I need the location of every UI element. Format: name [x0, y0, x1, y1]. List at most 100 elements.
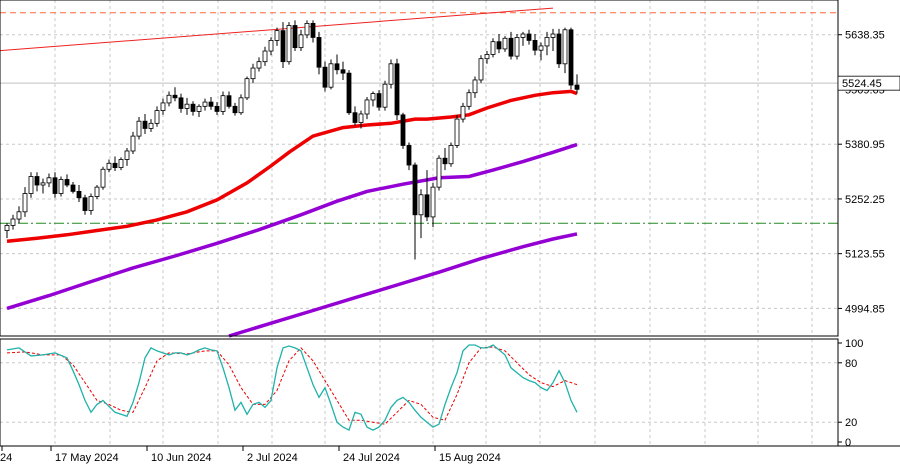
candle[interactable]	[352, 106, 358, 126]
candle[interactable]	[94, 185, 100, 200]
candle[interactable]	[184, 97, 190, 115]
candle[interactable]	[190, 101, 196, 116]
ma-fast-line[interactable]	[6, 89, 578, 243]
candle[interactable]	[334, 54, 340, 75]
candle[interactable]	[328, 59, 334, 90]
candle[interactable]	[532, 34, 538, 56]
candle[interactable]	[466, 89, 472, 110]
candle[interactable]	[400, 112, 406, 149]
ma-slow-line[interactable]	[6, 142, 578, 311]
candle[interactable]	[124, 148, 130, 166]
candle[interactable]	[268, 37, 274, 56]
candle[interactable]	[556, 28, 562, 69]
candle[interactable]	[496, 34, 502, 54]
candle[interactable]	[214, 102, 220, 115]
candle[interactable]	[574, 74, 580, 94]
candle[interactable]	[520, 31, 526, 46]
oscillator-axis[interactable]: 100 80 20 0	[838, 338, 863, 449]
time-axis[interactable]: 24 17 May 2024 10 Jun 2024 2 Jul 2024 24 Jul…	[0, 446, 501, 464]
candle[interactable]	[418, 189, 424, 239]
candle[interactable]	[568, 27, 574, 90]
candle[interactable]	[28, 172, 34, 198]
candle[interactable]	[34, 172, 40, 192]
candle[interactable]	[100, 166, 106, 190]
candle[interactable]	[274, 27, 280, 46]
candle[interactable]	[478, 55, 484, 83]
candle[interactable]	[244, 76, 250, 100]
candle[interactable]	[544, 31, 550, 56]
candle[interactable]	[412, 162, 418, 260]
candle[interactable]	[4, 223, 10, 239]
candle[interactable]	[238, 94, 244, 115]
candle[interactable]	[490, 38, 496, 58]
candle[interactable]	[394, 58, 400, 120]
candle[interactable]	[448, 142, 454, 167]
candle[interactable]	[340, 61, 346, 80]
candle[interactable]	[142, 113, 148, 134]
candle[interactable]	[508, 31, 514, 60]
candle[interactable]	[346, 70, 352, 115]
candle[interactable]	[514, 34, 520, 60]
candle[interactable]	[76, 185, 82, 203]
price-axis[interactable]: 5638.355380.955252.255123.554994.855509.…	[838, 30, 885, 316]
candle[interactable]	[154, 106, 160, 127]
candle[interactable]	[10, 214, 16, 230]
candle[interactable]	[70, 182, 76, 194]
candle[interactable]	[166, 91, 172, 107]
candle[interactable]	[370, 91, 376, 107]
candle[interactable]	[388, 59, 394, 89]
candle[interactable]	[16, 206, 22, 224]
candle[interactable]	[40, 178, 46, 194]
candle[interactable]	[562, 27, 568, 74]
candle[interactable]	[160, 98, 166, 115]
candle[interactable]	[424, 170, 430, 222]
candle[interactable]	[280, 22, 286, 69]
candle[interactable]	[178, 93, 184, 113]
candle[interactable]	[454, 114, 460, 149]
candle[interactable]	[250, 63, 256, 83]
candle[interactable]	[526, 29, 532, 45]
candle[interactable]	[208, 96, 214, 110]
candle[interactable]	[106, 159, 112, 173]
candle[interactable]	[172, 87, 178, 102]
candle[interactable]	[358, 110, 364, 129]
ma-slow-lower-line[interactable]	[228, 232, 578, 338]
candle[interactable]	[148, 119, 154, 132]
candle[interactable]	[484, 51, 490, 64]
candle[interactable]	[298, 29, 304, 52]
candle[interactable]	[310, 20, 316, 43]
stochastic-main-line[interactable]	[6, 344, 578, 432]
candle[interactable]	[286, 22, 292, 65]
candle[interactable]	[472, 76, 478, 98]
candle[interactable]	[322, 61, 328, 92]
candle[interactable]	[46, 173, 52, 188]
candle[interactable]	[232, 102, 238, 116]
candle[interactable]	[316, 31, 322, 75]
candle[interactable]	[196, 104, 202, 117]
candle[interactable]	[112, 156, 118, 171]
candle[interactable]	[502, 36, 508, 52]
candle[interactable]	[58, 176, 64, 197]
candle[interactable]	[406, 142, 412, 171]
candle[interactable]	[460, 102, 466, 123]
candle[interactable]	[256, 57, 262, 72]
candle[interactable]	[292, 20, 298, 52]
candle[interactable]	[550, 28, 556, 52]
candle[interactable]	[364, 96, 370, 120]
candle[interactable]	[304, 20, 310, 39]
candle[interactable]	[436, 155, 442, 191]
candle[interactable]	[130, 131, 136, 154]
candle[interactable]	[136, 116, 142, 140]
candle[interactable]	[64, 174, 70, 188]
candle[interactable]	[382, 80, 388, 111]
candle[interactable]	[430, 182, 436, 228]
candle[interactable]	[118, 157, 124, 171]
candle[interactable]	[262, 46, 268, 66]
candle[interactable]	[52, 172, 58, 198]
candle[interactable]	[538, 42, 544, 61]
candle[interactable]	[88, 193, 94, 215]
candle[interactable]	[202, 98, 208, 111]
candle[interactable]	[22, 187, 28, 217]
candle[interactable]	[376, 90, 382, 111]
